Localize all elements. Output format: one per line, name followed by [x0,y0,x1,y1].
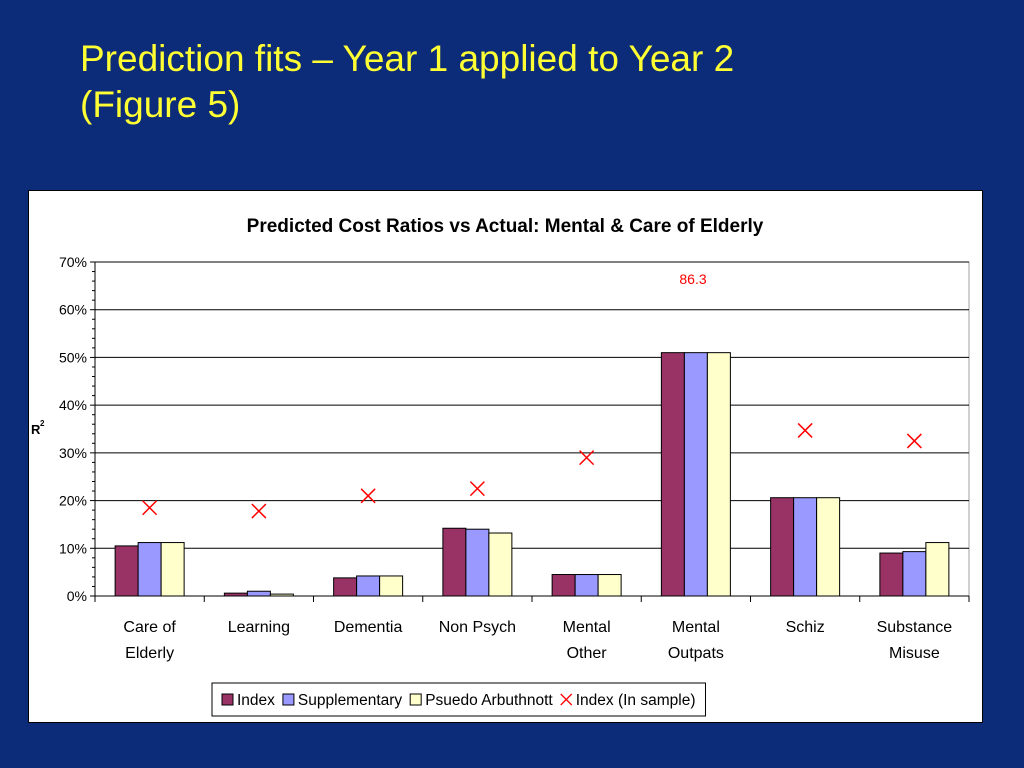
y-tick-label: 60% [59,302,87,318]
in-sample-markers [142,422,922,519]
x-category-label-line: Elderly [125,645,174,662]
bar [597,574,622,597]
y-tick-label: 70% [59,254,87,270]
y-tick-label: 40% [59,397,87,413]
x-category-label-line: Mental [563,619,611,636]
legend-item: Index (In sample) [560,692,696,709]
y-axis-label: R [31,422,41,437]
slide-title-line2: (Figure 5) [80,84,241,125]
y-tick-label: 0% [67,588,87,604]
bar [114,545,139,597]
legend-label: Index [237,692,275,709]
bar [333,577,358,597]
marker-stroke [469,481,485,497]
bars [114,352,950,597]
bar [551,574,576,597]
x-category-label-line: Learning [228,619,290,636]
bar [816,497,841,597]
legend-label: Index (In sample) [576,692,696,709]
bar [246,590,271,597]
legend-label: Supplementary [298,692,403,709]
x-category-label: Mental Other [563,619,611,662]
bar [488,532,513,597]
x-category-label: Care of Elderly [123,619,176,662]
in-sample-marker [579,450,595,466]
legend-item: Index [221,692,275,709]
bar [925,542,950,597]
bar [442,527,467,597]
x-category-label: Dementia [334,619,403,636]
in-sample-marker [251,503,267,519]
bar [660,352,685,597]
x-category-label: Schiz [786,619,825,636]
x-category-label-line: Non Psych [439,619,516,636]
x-axis: Care of Elderly Learning Dementia Non Psych M… [94,595,970,662]
bar [879,552,904,597]
marker-stroke [906,433,922,449]
y-tick-label: 20% [59,493,87,509]
legend-marker [560,693,573,706]
x-category-label: Non Psych [439,619,516,636]
chart-panel: Predicted Cost Ratios vs Actual: Mental … [28,190,983,723]
y-axis: 0% 10% 20% 30% 40% 50% 60% 70% [59,254,96,604]
bar [770,497,795,597]
bar [356,575,381,597]
legend-swatch [221,693,234,706]
in-sample-marker [360,488,376,504]
slide-title: Prediction fits – Year 1 applied to Year… [80,36,980,128]
x-category-label-line: Dementia [334,619,403,636]
in-sample-marker [797,422,813,438]
bar [574,574,599,597]
offscale-annotation: 86.3 [679,271,706,287]
marker-stroke [142,500,158,516]
in-sample-marker [906,433,922,449]
x-category-label-line: Care of [123,619,176,636]
chart-title: Predicted Cost Ratios vs Actual: Mental … [247,216,764,237]
in-sample-marker [469,481,485,497]
x-category-label-line: Schiz [786,619,825,636]
legend-item: Psuedo Arbuthnott [409,692,553,709]
bar [379,575,404,597]
bar [160,542,185,597]
legend-label: Psuedo Arbuthnott [425,692,553,709]
bar [706,352,731,597]
x-category-label-line: Misuse [889,645,940,662]
legend-swatch [409,693,422,706]
x-category-label-line: Substance [877,619,953,636]
chart-svg: Predicted Cost Ratios vs Actual: Mental … [31,216,970,717]
marker-stroke [360,488,376,504]
bar [465,528,490,597]
legend-swatch [282,693,295,706]
y-tick-label: 10% [59,540,87,556]
legend: Index Supplementary Psuedo Arbuthnott Index… [211,682,706,717]
in-sample-marker [142,500,158,516]
y-axis-title: R 2 [31,419,45,437]
bar [793,497,818,597]
x-category-label: Learning [228,619,290,636]
bar [137,542,162,597]
y-tick-label: 30% [59,445,87,461]
slide-title-line1: Prediction fits – Year 1 applied to Year… [80,38,735,79]
marker-stroke [579,450,595,466]
bar [683,352,708,597]
x-category-label-line: Mental [672,619,720,636]
x-category-label-line: Outpats [668,645,724,662]
marker-stroke [251,503,267,519]
legend-item: Supplementary [282,692,403,709]
marker-stroke [797,422,813,438]
x-category-label: Substance Misuse [877,619,953,662]
y-tick-label: 50% [59,349,87,365]
x-category-label-line: Other [567,645,608,662]
y-axis-label-superscript: 2 [40,419,45,428]
bar [902,551,927,597]
x-category-label: Mental Outpats [668,619,724,662]
